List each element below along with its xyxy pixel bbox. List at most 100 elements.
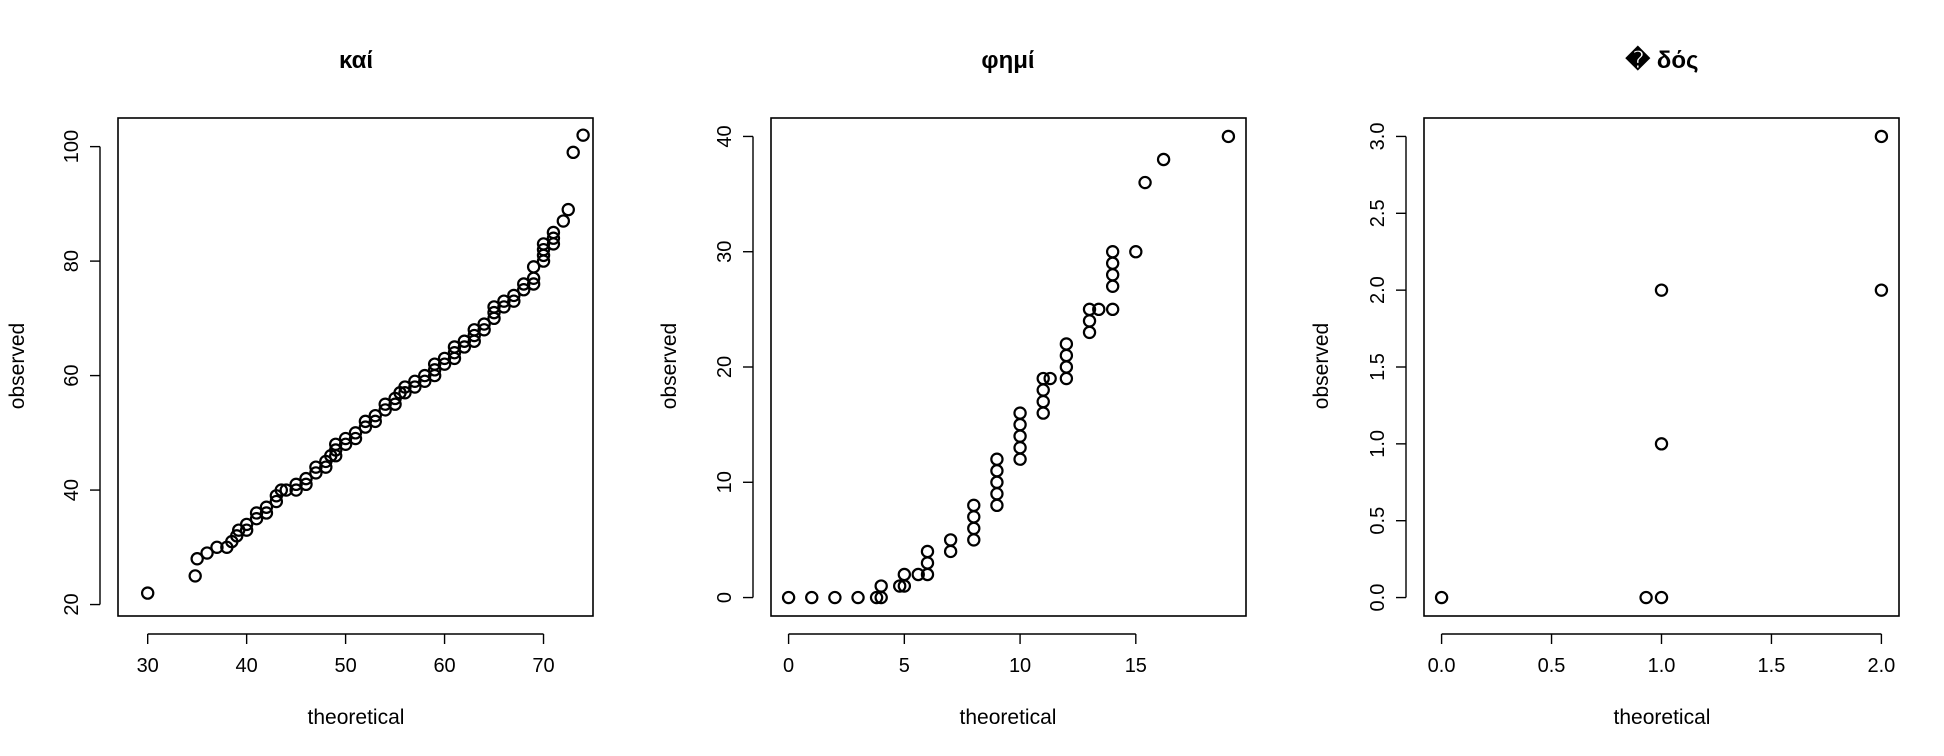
data-point xyxy=(497,294,511,308)
y-tick-label: 0.0 xyxy=(1367,584,1389,612)
x-tick-label: 50 xyxy=(334,655,356,677)
data-point xyxy=(1874,129,1889,144)
y-tick-label: 60 xyxy=(61,364,83,386)
x-tick-label: 10 xyxy=(1009,655,1031,677)
data-point xyxy=(561,202,575,217)
data-point xyxy=(990,498,1004,513)
data-point xyxy=(269,494,284,509)
data-point xyxy=(990,487,1004,501)
data-point xyxy=(398,380,412,394)
data-point xyxy=(1036,371,1050,386)
x-tick-label: 15 xyxy=(1125,655,1147,677)
data-point xyxy=(239,523,254,537)
data-point xyxy=(897,567,912,582)
x-tick-label: 0.0 xyxy=(1428,655,1456,677)
data-point xyxy=(299,471,313,486)
data-point xyxy=(1129,245,1143,259)
data-point xyxy=(1874,283,1889,297)
data-point xyxy=(398,386,412,400)
data-point xyxy=(805,590,819,605)
panel-title: καί xyxy=(339,47,373,74)
data-point xyxy=(507,288,521,303)
data-point xyxy=(388,397,402,411)
data-point xyxy=(279,483,293,497)
data-point xyxy=(1105,268,1120,282)
y-axis-label: observed xyxy=(6,323,29,409)
data-point xyxy=(249,511,264,526)
data-point xyxy=(1082,314,1097,328)
data-point xyxy=(427,357,442,371)
data-point xyxy=(378,403,392,417)
data-point xyxy=(299,477,313,492)
data-point xyxy=(309,460,323,474)
data-point xyxy=(1639,590,1653,605)
y-axis-label: observed xyxy=(1310,323,1333,409)
data-point xyxy=(526,277,541,291)
x-tick-label: 40 xyxy=(236,655,258,677)
data-point xyxy=(309,466,323,480)
data-point xyxy=(920,544,935,559)
data-point xyxy=(467,323,481,337)
data-point xyxy=(1036,383,1050,397)
y-tick-label: 3.0 xyxy=(1367,123,1389,151)
data-point xyxy=(1059,337,1074,351)
y-tick-label: 0 xyxy=(714,592,736,603)
data-point xyxy=(546,231,561,245)
data-point xyxy=(893,579,907,593)
data-point xyxy=(418,368,432,383)
y-tick-label: 30 xyxy=(714,241,736,263)
data-point xyxy=(338,437,353,451)
x-tick-label: 0 xyxy=(783,655,794,677)
data-point xyxy=(408,380,422,394)
data-point xyxy=(851,590,865,605)
data-point xyxy=(1059,371,1074,386)
data-point xyxy=(1036,394,1050,409)
y-tick-label: 2.5 xyxy=(1367,199,1389,227)
x-tick-label: 70 xyxy=(532,655,554,677)
data-point xyxy=(447,340,462,354)
y-tick-label: 1.5 xyxy=(1367,353,1389,381)
panel-1: καί theoretical observed 30 40 50 60 70 20 40 6… xyxy=(6,47,594,729)
data-point xyxy=(967,510,981,524)
data-point xyxy=(259,500,274,514)
data-point xyxy=(1105,279,1120,294)
data-point xyxy=(1434,590,1449,605)
y-tick-label: 1.0 xyxy=(1367,430,1389,458)
x-tick-label: 2.0 xyxy=(1868,655,1896,677)
data-point xyxy=(1138,175,1152,190)
data-point xyxy=(1654,283,1669,297)
data-point xyxy=(517,277,531,291)
x-tick-label: 5 xyxy=(899,655,910,677)
data-point xyxy=(1105,245,1120,259)
y-tick-label: 10 xyxy=(714,471,736,493)
data-point xyxy=(1013,429,1027,443)
data-point xyxy=(378,397,392,411)
data-point xyxy=(1654,590,1669,605)
plot-frame xyxy=(770,117,1247,617)
data-point xyxy=(140,586,155,600)
panel-title: φημί xyxy=(981,47,1034,74)
data-point xyxy=(1036,406,1050,420)
data-point xyxy=(230,529,244,543)
data-point xyxy=(437,351,452,366)
data-point xyxy=(348,431,363,446)
data-point xyxy=(517,283,531,297)
y-tick-label: 100 xyxy=(61,130,83,163)
data-point xyxy=(967,521,981,536)
data-point xyxy=(576,128,590,142)
plot-frame xyxy=(1423,117,1900,617)
x-tick-label: 1.0 xyxy=(1648,655,1676,677)
data-point xyxy=(526,260,541,274)
panel-title: � δός xyxy=(1625,45,1699,74)
x-tick-label: 30 xyxy=(137,655,159,677)
data-point xyxy=(556,214,571,228)
data-point xyxy=(1013,452,1027,466)
data-point xyxy=(329,443,343,457)
data-point xyxy=(274,483,288,497)
data-point xyxy=(477,323,491,337)
y-tick-label: 2.0 xyxy=(1367,276,1389,304)
x-tick-label: 1.5 xyxy=(1758,655,1786,677)
data-point xyxy=(911,567,925,582)
data-point xyxy=(358,420,373,434)
data-point xyxy=(943,533,958,547)
